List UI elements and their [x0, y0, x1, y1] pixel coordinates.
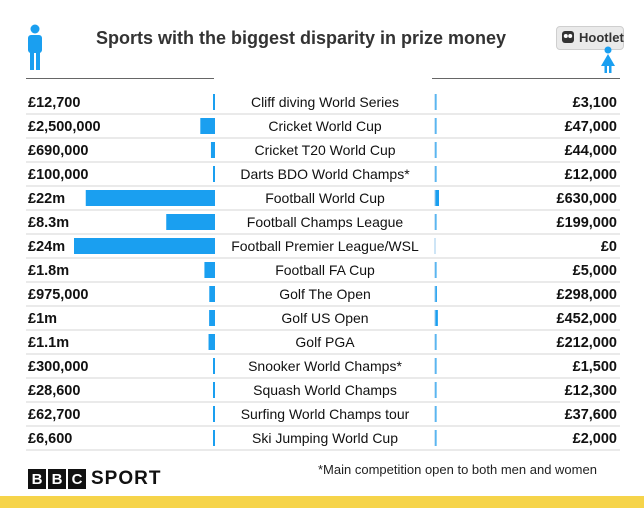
men-prize-label: £62,700	[28, 407, 80, 423]
women-prize-label: £12,000	[565, 167, 617, 183]
men-bar	[209, 286, 215, 302]
women-bar	[435, 358, 437, 374]
hootlet-label: Hootlet	[579, 30, 624, 45]
category-label: Squash World Champs	[253, 382, 397, 398]
women-bar	[435, 142, 437, 158]
men-bar	[74, 238, 215, 254]
men-bar	[213, 94, 215, 110]
men-bar	[213, 358, 215, 374]
women-bar	[435, 382, 437, 398]
men-prize-label: £1.1m	[28, 335, 69, 351]
women-bar	[435, 166, 437, 182]
women-bar	[435, 214, 437, 230]
women-prize-label: £12,300	[565, 383, 617, 399]
women-bar	[435, 118, 437, 134]
category-label: Football World Cup	[265, 190, 385, 206]
women-prize-label: £298,000	[557, 287, 617, 303]
women-bar	[435, 286, 437, 302]
category-label: Cliff diving World Series	[251, 94, 399, 110]
men-prize-label: £28,600	[28, 383, 80, 399]
left-header-rule	[26, 78, 214, 79]
women-prize-label: £199,000	[557, 215, 617, 231]
men-prize-label: £12,700	[28, 95, 80, 111]
category-label: Football Premier League/WSL	[231, 238, 419, 254]
women-prize-label: £44,000	[565, 143, 617, 159]
category-label: Cricket T20 World Cup	[254, 142, 395, 158]
category-label: Snooker World Champs*	[248, 358, 402, 374]
men-bar	[213, 166, 215, 182]
men-bar	[85, 190, 215, 206]
women-prize-label: £5,000	[573, 263, 617, 279]
bottom-accent-bar	[0, 496, 644, 508]
category-label: Football Champs League	[247, 214, 404, 230]
men-prize-label: £24m	[28, 239, 65, 255]
category-label: Golf US Open	[281, 310, 368, 326]
category-label: Darts BDO World Champs*	[240, 166, 410, 182]
women-bar	[435, 334, 437, 350]
women-bar	[435, 310, 438, 326]
women-prize-label: £47,000	[565, 119, 617, 135]
category-label: Golf The Open	[279, 286, 371, 302]
women-bar	[435, 430, 437, 446]
men-prize-label: £975,000	[28, 287, 88, 303]
chart-title: Sports with the biggest disparity in pri…	[96, 28, 507, 48]
men-prize-label: £22m	[28, 191, 65, 207]
women-bar	[435, 406, 437, 422]
men-prize-label: £2,500,000	[28, 119, 101, 135]
men-bar	[209, 310, 215, 326]
logo-b2: B	[48, 469, 66, 489]
men-prize-label: £300,000	[28, 359, 88, 375]
logo-c: C	[68, 469, 86, 489]
men-bar	[204, 262, 215, 278]
men-bar	[200, 118, 215, 134]
women-prize-label: £0	[601, 239, 617, 255]
men-prize-label: £100,000	[28, 167, 88, 183]
women-prize-label: £2,000	[573, 431, 617, 447]
prize-chart: £12,700 Cliff diving World Series £3,100 £2…	[26, 94, 620, 451]
men-prize-label: £6,600	[28, 431, 72, 447]
male-figure-icon	[28, 24, 42, 70]
female-figure-icon	[601, 46, 615, 73]
logo-b1: B	[28, 469, 46, 489]
women-prize-label: £212,000	[557, 335, 617, 351]
men-prize-label: £8.3m	[28, 215, 69, 231]
bbc-sport-logo: B B C SPORT	[28, 468, 161, 490]
men-bar	[213, 406, 215, 422]
category-label: Surfing World Champs tour	[241, 406, 410, 422]
women-prize-label: £37,600	[565, 407, 617, 423]
category-label: Ski Jumping World Cup	[252, 430, 398, 446]
category-label: Football FA Cup	[275, 262, 375, 278]
category-label: Golf PGA	[295, 334, 355, 350]
men-prize-label: £1m	[28, 311, 57, 327]
men-prize-label: £690,000	[28, 143, 88, 159]
owl-icon	[562, 31, 574, 43]
women-prize-label: £3,100	[573, 95, 617, 111]
men-bar	[210, 142, 215, 158]
women-bar	[435, 262, 437, 278]
women-bar	[435, 190, 439, 206]
men-bar	[213, 430, 215, 446]
men-bar	[208, 334, 215, 350]
men-prize-label: £1.8m	[28, 263, 69, 279]
hootlet-badge[interactable]: Hootlet	[556, 26, 624, 50]
men-bar	[166, 214, 215, 230]
footnote: *Main competition open to both men and w…	[318, 462, 597, 477]
category-label: Cricket World Cup	[268, 118, 382, 134]
men-bar	[213, 382, 215, 398]
women-bar	[435, 94, 437, 110]
logo-sport: SPORT	[91, 468, 162, 489]
women-prize-label: £1,500	[573, 359, 617, 375]
right-header-rule	[432, 78, 620, 79]
women-prize-label: £630,000	[557, 191, 617, 207]
women-prize-label: £452,000	[557, 311, 617, 327]
